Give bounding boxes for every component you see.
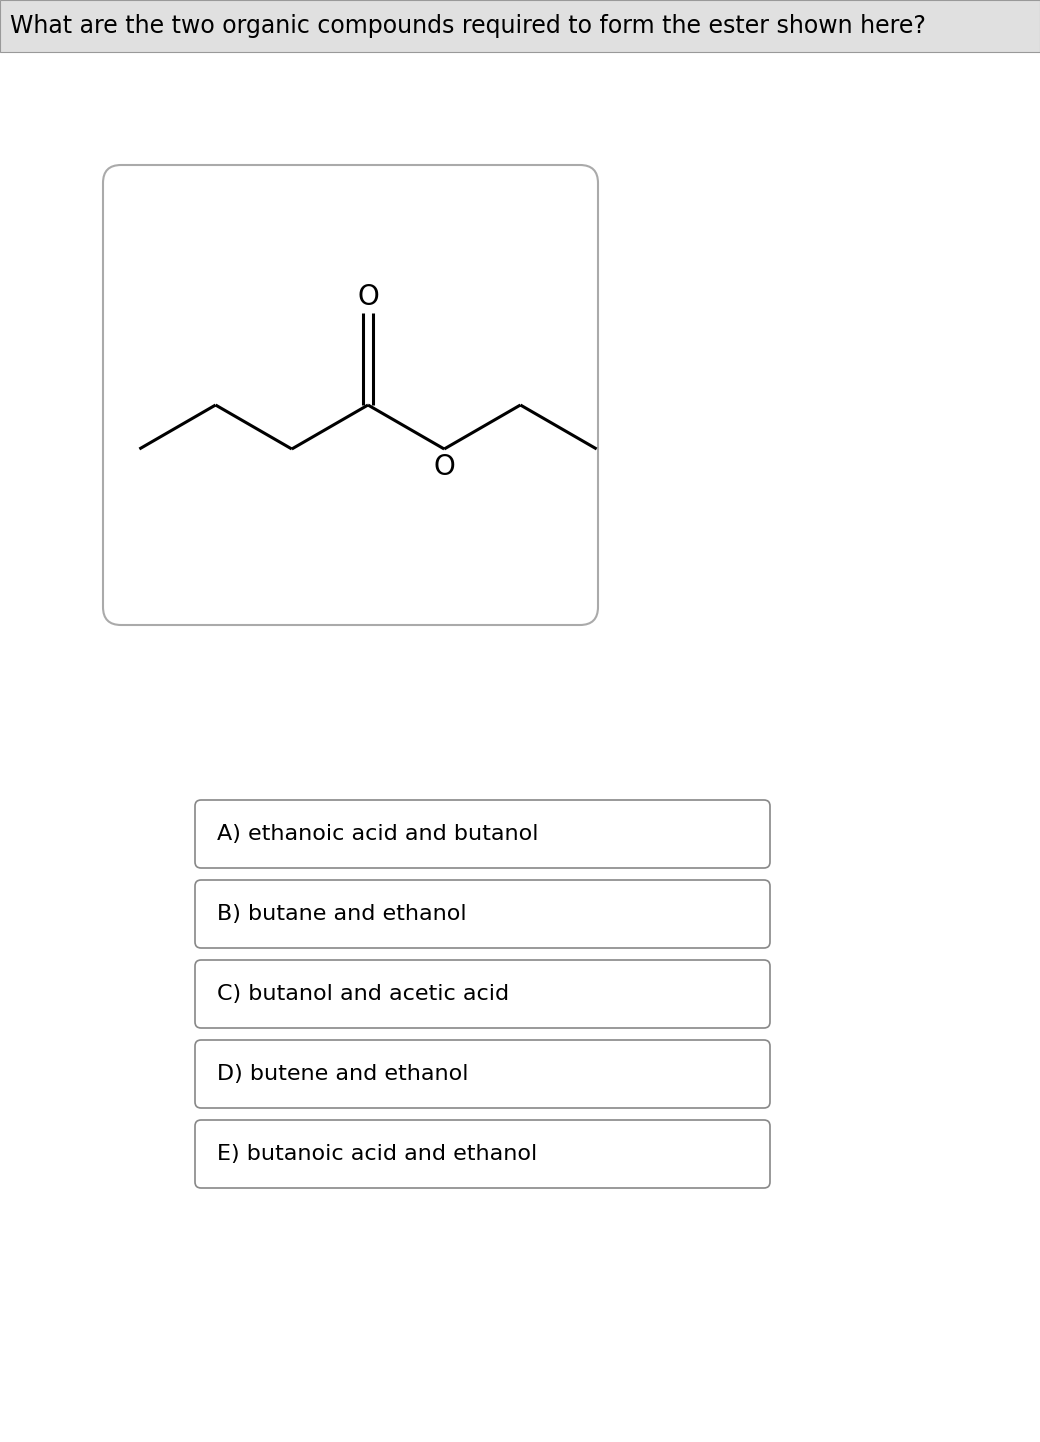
Text: A) ethanoic acid and butanol: A) ethanoic acid and butanol: [217, 823, 539, 844]
FancyBboxPatch shape: [103, 164, 598, 624]
Text: O: O: [357, 283, 379, 310]
Text: What are the two organic compounds required to form the ester shown here?: What are the two organic compounds requi…: [10, 14, 926, 37]
FancyBboxPatch shape: [196, 880, 770, 947]
FancyBboxPatch shape: [0, 0, 1040, 52]
FancyBboxPatch shape: [196, 1040, 770, 1107]
Text: C) butanol and acetic acid: C) butanol and acetic acid: [217, 983, 510, 1004]
FancyBboxPatch shape: [196, 800, 770, 868]
Text: B) butane and ethanol: B) butane and ethanol: [217, 904, 467, 924]
Text: D) butene and ethanol: D) butene and ethanol: [217, 1064, 468, 1084]
Text: E) butanoic acid and ethanol: E) butanoic acid and ethanol: [217, 1144, 538, 1164]
FancyBboxPatch shape: [196, 960, 770, 1028]
FancyBboxPatch shape: [196, 1120, 770, 1188]
Text: O: O: [434, 453, 456, 482]
